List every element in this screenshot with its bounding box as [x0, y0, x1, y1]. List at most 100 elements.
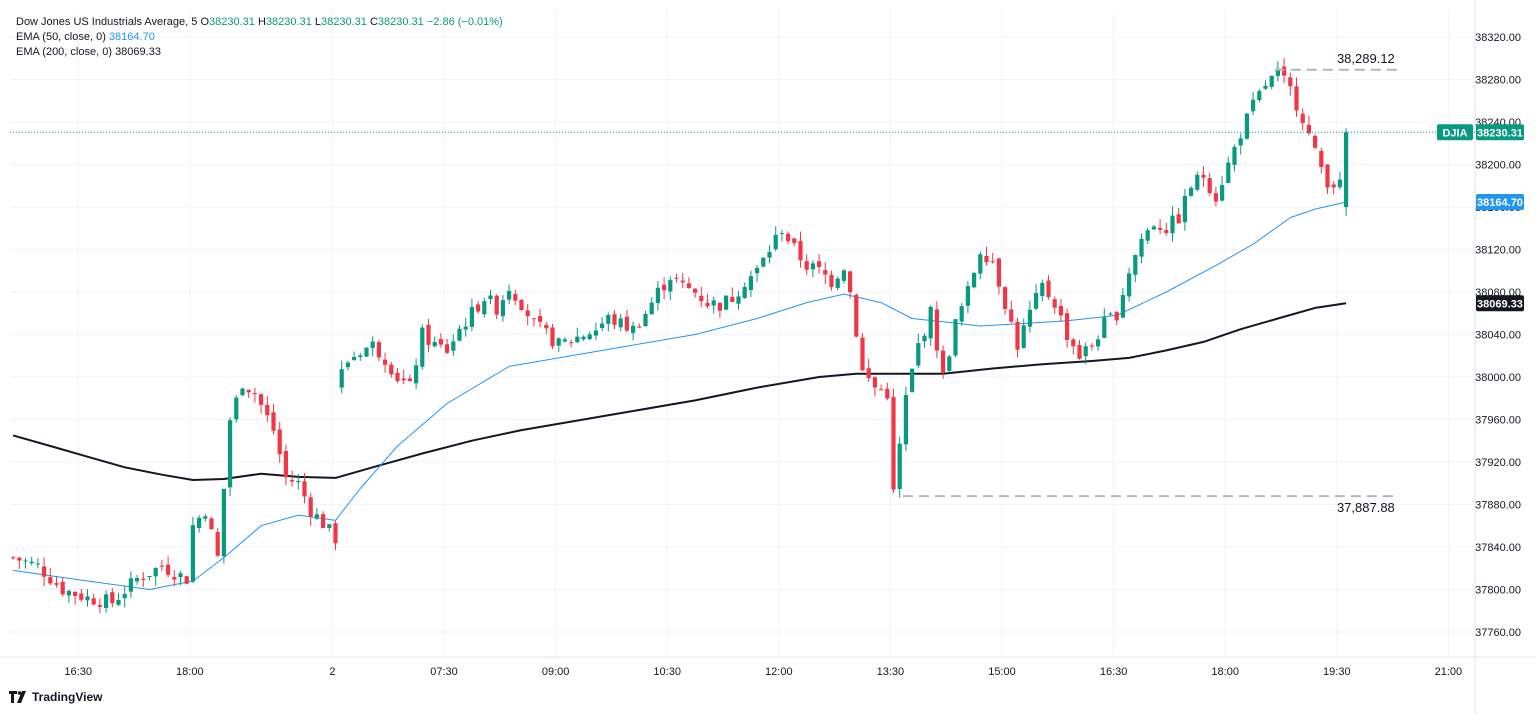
candle-body — [779, 233, 784, 235]
candle-body — [184, 576, 189, 584]
candle-body — [1189, 187, 1194, 196]
candle-body — [252, 393, 257, 395]
candle-body — [525, 310, 530, 317]
candle-body — [209, 518, 214, 530]
candle-body — [445, 344, 450, 353]
candle-body — [581, 336, 586, 340]
price-axis[interactable]: 37760.00 37800.00 37840.00 37880.00 37920.00… — [1475, 32, 1521, 639]
candle-body — [1331, 184, 1336, 188]
x-tick-label: 09:00 — [542, 666, 570, 678]
ema50-row[interactable]: EMA (50, close, 0) 38164.70 — [16, 30, 503, 45]
candle-body — [370, 341, 375, 348]
candle-body — [538, 316, 543, 322]
candle-body — [35, 563, 40, 565]
candle-body — [104, 594, 109, 608]
candle-body — [1046, 280, 1051, 298]
candle-body — [1003, 287, 1008, 310]
candle-body — [810, 263, 815, 270]
level-label: 38,289.12 — [1337, 51, 1395, 66]
candle-body — [624, 316, 629, 331]
candle-body — [680, 280, 685, 283]
candle-body — [631, 325, 636, 334]
y-tick-label: 38320.00 — [1475, 32, 1521, 44]
time-axis[interactable]: 16:30 18:00 2 07:30 09:00 10:30 12:00 13:30 15:0… — [64, 666, 1536, 678]
candle-body — [854, 294, 859, 337]
candle-body — [748, 276, 753, 291]
candle-body — [872, 377, 877, 388]
candle-body — [345, 362, 350, 368]
candle-body — [1182, 195, 1187, 223]
ohlc-row: Dow Jones US Industrials Average, 5 O382… — [16, 15, 503, 30]
candle-body — [575, 336, 580, 343]
brand-name: TradingView — [32, 690, 103, 704]
candle-body — [500, 300, 505, 317]
candle-body — [153, 568, 158, 577]
symbol-title[interactable]: Dow Jones US Industrials Average, 5 — [16, 16, 198, 28]
tradingview-logo[interactable]: TradingView — [9, 690, 102, 704]
candle-body — [172, 577, 177, 580]
candle-body — [358, 355, 363, 358]
ema50-price-tag: 38164.70 — [1477, 197, 1523, 209]
x-tick-label: 10:30 — [653, 666, 681, 678]
candle-body — [959, 306, 964, 322]
candle-body — [271, 412, 276, 431]
ema200-line-group — [12, 302, 1347, 481]
last-price-tag: 38230.31 — [1477, 127, 1523, 139]
ema200-row[interactable]: EMA (200, close, 0) 38069.33 — [16, 45, 503, 60]
candle-body — [724, 295, 729, 310]
candles-group — [11, 58, 1349, 614]
candle-body — [1244, 113, 1249, 139]
candle-body — [190, 525, 195, 582]
candle-body — [686, 283, 691, 288]
high-value: 38230.31 — [265, 16, 312, 28]
candle-body — [668, 280, 673, 292]
candle-body — [283, 450, 288, 478]
candle-body — [934, 309, 939, 351]
candle-body — [147, 575, 152, 577]
candle-body — [1120, 295, 1125, 318]
candle-body — [376, 342, 381, 358]
candle-body — [414, 365, 419, 384]
ema200-price-tag: 38069.33 — [1477, 298, 1523, 310]
candle-body — [1139, 238, 1144, 257]
candle-body — [488, 295, 493, 300]
y-tick-label: 38280.00 — [1475, 74, 1521, 86]
candle-body — [1034, 292, 1039, 309]
candle-body — [1102, 317, 1107, 338]
candle-body — [736, 296, 741, 304]
candle-body — [1089, 345, 1094, 347]
candle-body — [965, 286, 970, 306]
candle-body — [1164, 229, 1169, 234]
candle-body — [1176, 214, 1181, 224]
candle-body — [996, 258, 1001, 287]
candle-body — [649, 302, 654, 315]
candle-body — [587, 334, 592, 340]
y-tick-label: 37960.00 — [1475, 414, 1521, 426]
candle-body — [469, 306, 474, 327]
candle-body — [1071, 339, 1076, 347]
candle-body — [314, 514, 319, 519]
candle-body — [1344, 132, 1349, 207]
y-tick-label: 37880.00 — [1475, 499, 1521, 511]
candle-body — [674, 277, 679, 279]
candle-body — [116, 599, 121, 605]
x-tick-label: 16:30 — [64, 666, 92, 678]
candle-body — [891, 397, 896, 490]
candle-body — [507, 290, 512, 300]
candle-body — [432, 342, 437, 347]
candle-body — [29, 561, 34, 564]
change-value: −2.86 (−0.01%) — [426, 16, 503, 28]
candle-body — [1220, 185, 1225, 201]
candle-body — [60, 581, 65, 595]
candle-body — [761, 257, 766, 267]
candle-body — [1065, 313, 1070, 340]
candle-body — [556, 338, 561, 346]
candle-body — [73, 591, 78, 596]
candle-body — [54, 583, 59, 585]
candle-body — [1021, 325, 1026, 348]
candle-body — [879, 389, 884, 391]
candle-body — [1077, 345, 1082, 359]
candle-body — [841, 270, 846, 281]
